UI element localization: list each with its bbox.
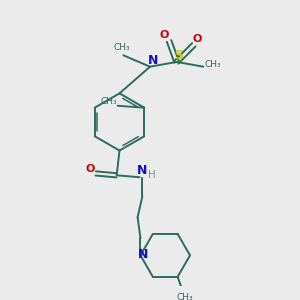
Text: S: S (174, 49, 183, 62)
Text: CH₃: CH₃ (205, 60, 221, 69)
Text: CH₃: CH₃ (177, 293, 194, 300)
Text: O: O (160, 30, 169, 40)
Text: O: O (193, 34, 202, 44)
Text: N: N (148, 53, 158, 67)
Text: N: N (137, 164, 148, 177)
Text: CH₃: CH₃ (101, 97, 117, 106)
Text: H: H (148, 170, 156, 180)
Text: CH₃: CH₃ (113, 43, 130, 52)
Text: N: N (138, 248, 148, 261)
Text: O: O (85, 164, 95, 174)
